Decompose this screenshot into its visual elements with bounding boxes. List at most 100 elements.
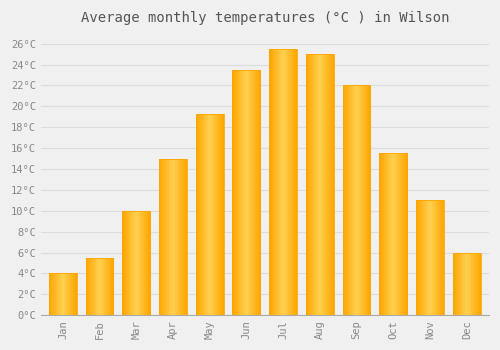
Bar (426, 200, 427, 315)
Bar (69, 273, 70, 315)
Bar (342, 85, 344, 315)
Bar (144, 211, 145, 315)
Bar (100, 258, 101, 315)
Bar (122, 211, 150, 315)
Bar (343, 85, 370, 315)
Bar (257, 70, 258, 315)
Bar (471, 253, 472, 315)
Bar (106, 258, 107, 315)
Bar (453, 253, 480, 315)
Bar (112, 258, 113, 315)
Bar (206, 114, 207, 315)
Bar (271, 49, 272, 315)
Bar (51, 273, 52, 315)
Bar (380, 153, 407, 315)
Bar (64, 273, 66, 315)
Bar (166, 159, 167, 315)
Bar (250, 70, 251, 315)
Bar (168, 159, 169, 315)
Bar (181, 159, 182, 315)
Bar (442, 200, 443, 315)
Bar (400, 153, 401, 315)
Bar (55, 273, 56, 315)
Bar (140, 211, 141, 315)
Bar (127, 211, 128, 315)
Bar (269, 49, 270, 315)
Bar (349, 85, 350, 315)
Bar (387, 153, 388, 315)
Bar (131, 211, 132, 315)
Bar (98, 258, 99, 315)
Bar (423, 200, 424, 315)
Bar (50, 273, 51, 315)
Bar (247, 70, 248, 315)
Bar (328, 54, 329, 315)
Bar (459, 253, 460, 315)
Bar (278, 49, 279, 315)
Bar (246, 70, 247, 315)
Bar (53, 273, 54, 315)
Bar (467, 253, 468, 315)
Bar (466, 253, 467, 315)
Bar (258, 70, 259, 315)
Bar (390, 153, 391, 315)
Bar (186, 159, 187, 315)
Bar (134, 211, 135, 315)
Bar (233, 70, 260, 315)
Bar (393, 153, 394, 315)
Bar (433, 200, 434, 315)
Bar (479, 253, 480, 315)
Bar (420, 200, 421, 315)
Bar (460, 253, 462, 315)
Bar (139, 211, 140, 315)
Bar (201, 114, 202, 315)
Bar (422, 200, 423, 315)
Bar (60, 273, 62, 315)
Bar (364, 85, 365, 315)
Bar (289, 49, 290, 315)
Bar (381, 153, 382, 315)
Bar (443, 200, 444, 315)
Bar (312, 54, 314, 315)
Bar (272, 49, 273, 315)
Bar (185, 159, 186, 315)
Bar (125, 211, 126, 315)
Bar (273, 49, 274, 315)
Bar (284, 49, 285, 315)
Bar (434, 200, 435, 315)
Bar (202, 114, 203, 315)
Bar (385, 153, 386, 315)
Bar (428, 200, 429, 315)
Bar (346, 85, 347, 315)
Bar (365, 85, 366, 315)
Bar (306, 54, 334, 315)
Bar (128, 211, 129, 315)
Bar (315, 54, 316, 315)
Bar (72, 273, 73, 315)
Bar (211, 114, 212, 315)
Bar (104, 258, 105, 315)
Bar (439, 200, 440, 315)
Bar (146, 211, 147, 315)
Bar (332, 54, 333, 315)
Bar (238, 70, 240, 315)
Bar (333, 54, 334, 315)
Bar (331, 54, 332, 315)
Bar (435, 200, 436, 315)
Bar (399, 153, 400, 315)
Bar (132, 211, 133, 315)
Bar (138, 211, 140, 315)
Bar (392, 153, 393, 315)
Bar (296, 49, 297, 315)
Bar (470, 253, 471, 315)
Bar (465, 253, 466, 315)
Bar (210, 114, 211, 315)
Bar (474, 253, 475, 315)
Bar (160, 159, 161, 315)
Bar (397, 153, 398, 315)
Bar (143, 211, 144, 315)
Bar (259, 70, 260, 315)
Bar (476, 253, 477, 315)
Bar (252, 70, 253, 315)
Bar (362, 85, 363, 315)
